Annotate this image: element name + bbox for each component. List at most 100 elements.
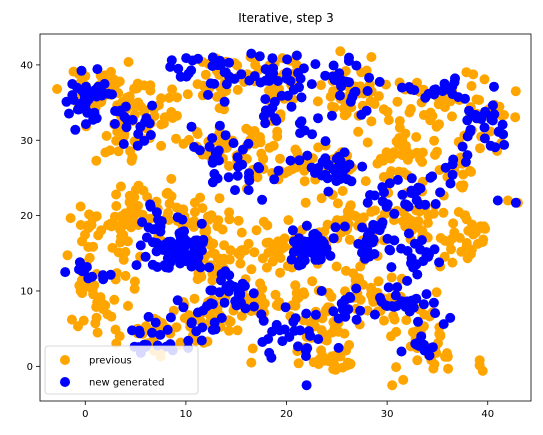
data-point (175, 337, 186, 348)
data-point (316, 193, 327, 204)
data-point (111, 189, 122, 200)
data-point (325, 91, 336, 102)
data-point (207, 248, 218, 259)
data-point (397, 142, 408, 153)
data-point (161, 262, 171, 273)
data-point (323, 186, 334, 197)
data-point (189, 293, 200, 304)
data-point (394, 122, 405, 133)
data-point (173, 63, 184, 74)
data-point (418, 299, 429, 310)
data-point (429, 244, 440, 255)
data-point (115, 105, 126, 116)
data-point (94, 294, 104, 305)
data-point (120, 217, 131, 228)
plot-frame (39, 33, 532, 402)
data-point (273, 165, 284, 176)
data-point (310, 168, 320, 178)
data-point (301, 308, 312, 319)
data-point (88, 241, 99, 252)
data-point (137, 217, 148, 228)
data-point (182, 89, 193, 100)
data-point (216, 313, 227, 323)
data-point (345, 201, 355, 212)
data-point (144, 118, 155, 129)
data-point (108, 74, 119, 85)
data-point (166, 55, 177, 66)
data-point (233, 215, 244, 226)
data-point (167, 84, 178, 95)
data-point (403, 228, 414, 239)
data-point (105, 269, 116, 280)
data-point (453, 92, 464, 103)
data-point (214, 193, 225, 204)
data-point (301, 220, 312, 231)
data-point (384, 244, 395, 255)
data-point (291, 50, 302, 61)
data-point (302, 237, 313, 248)
data-point (316, 286, 327, 296)
data-point (249, 71, 260, 82)
data-point (230, 185, 240, 196)
data-point (62, 250, 73, 261)
data-point (220, 130, 231, 141)
data-point (345, 358, 356, 369)
data-point (510, 112, 521, 123)
data-point (111, 135, 122, 146)
data-point (510, 197, 521, 208)
data-point (357, 247, 367, 258)
data-point (468, 69, 479, 80)
data-point (204, 141, 215, 152)
data-point (249, 301, 259, 312)
data-point (256, 148, 267, 159)
data-point (91, 155, 102, 166)
legend-label-new-generated: new generated (89, 378, 165, 389)
data-point (98, 274, 109, 285)
data-point (448, 218, 459, 229)
data-point (207, 61, 218, 71)
data-point (164, 92, 175, 103)
data-point (106, 311, 117, 322)
data-point (275, 153, 285, 164)
data-point (207, 177, 218, 188)
data-point (318, 244, 328, 255)
data-point (207, 133, 218, 144)
data-point (328, 233, 339, 244)
data-point (362, 230, 373, 241)
data-point (215, 60, 226, 71)
data-point (52, 84, 63, 94)
data-point (165, 312, 176, 323)
data-point (257, 194, 268, 205)
data-point (293, 358, 304, 369)
data-point (114, 331, 125, 342)
data-point (64, 108, 74, 119)
data-point (320, 136, 331, 147)
data-point (90, 318, 101, 329)
data-point (282, 54, 293, 65)
data-point (307, 276, 318, 287)
data-point (172, 92, 182, 103)
legend: previous new generated (44, 345, 199, 395)
data-point (328, 306, 339, 317)
data-point (479, 122, 490, 133)
data-point (92, 327, 103, 338)
data-point (121, 122, 132, 133)
data-point (206, 210, 217, 221)
data-point (255, 278, 266, 289)
data-point (294, 155, 305, 166)
data-point (295, 73, 306, 84)
data-point (391, 362, 402, 373)
data-point (187, 55, 198, 66)
data-point (221, 79, 232, 90)
data-point (449, 77, 460, 88)
data-point (344, 52, 354, 63)
data-point (425, 172, 436, 183)
data-point (268, 140, 279, 151)
data-point (392, 96, 403, 107)
data-point (145, 130, 156, 140)
data-point (105, 218, 116, 229)
data-point (364, 251, 375, 262)
points-layer (52, 46, 523, 391)
data-point (335, 351, 346, 362)
data-point (499, 139, 510, 150)
